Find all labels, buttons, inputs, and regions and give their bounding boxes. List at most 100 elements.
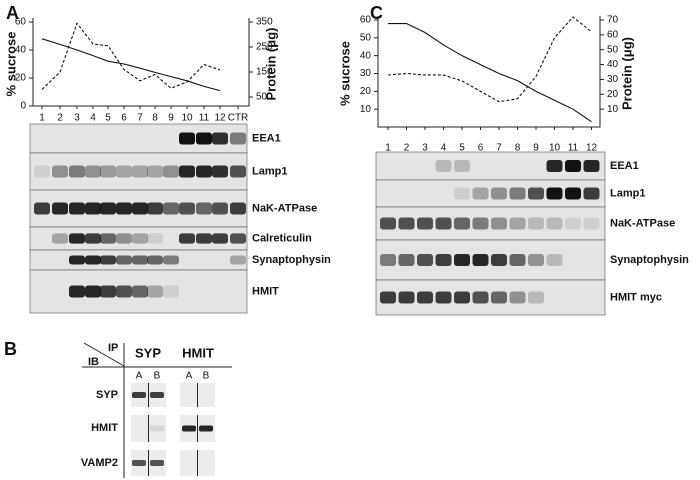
blot-band — [69, 255, 85, 265]
axis — [32, 18, 250, 107]
blot-band — [491, 291, 507, 304]
blot-band — [196, 233, 212, 244]
blot-label: Synaptophysin — [252, 254, 331, 266]
y2-tick-label: 70 — [607, 15, 619, 26]
blot-band — [52, 165, 68, 178]
panel-label: C — [370, 3, 383, 23]
blot-band — [132, 165, 148, 178]
blot-band — [546, 160, 563, 172]
blot-label: Synaptophysin — [610, 254, 689, 266]
blot-band — [100, 165, 116, 178]
row-label: SYP — [96, 389, 118, 401]
blot-band — [435, 291, 452, 304]
blot-band — [100, 202, 116, 215]
blot-band — [132, 202, 148, 215]
blot-band — [69, 165, 85, 178]
blot-band — [147, 165, 163, 178]
blot-band — [528, 291, 544, 304]
blot-band — [69, 202, 85, 215]
blot-label: EEA1 — [610, 160, 639, 172]
x-tick-label: CTR — [228, 113, 249, 124]
blot-band — [100, 285, 116, 298]
x-tick-label: 5 — [459, 143, 465, 154]
blot-band — [182, 425, 196, 432]
y-tick-label: 30 — [360, 68, 372, 79]
y2-tick-label: 40 — [607, 59, 619, 70]
blot-label: HMIT — [252, 285, 279, 297]
blot-band — [454, 291, 470, 304]
blot-band — [150, 460, 164, 466]
blot-band — [132, 285, 148, 298]
x-tick-label: 10 — [181, 113, 193, 124]
blot-band — [472, 291, 489, 304]
blot-band — [52, 233, 68, 244]
blot-band — [472, 187, 489, 200]
blot-band — [435, 254, 452, 266]
blot-band — [509, 187, 526, 200]
blot-band — [34, 165, 50, 178]
blot-band — [179, 132, 195, 145]
y-tick-label: 60 — [15, 17, 27, 28]
y2-tick-label: 50 — [607, 44, 619, 55]
blot-band — [132, 460, 146, 466]
blot-band — [85, 202, 101, 215]
x-tick-label: 7 — [496, 143, 502, 154]
blot-label: EEA1 — [252, 132, 281, 144]
blot-band — [491, 217, 507, 230]
row-label: HMIT — [91, 422, 118, 434]
x-tick-label: 3 — [422, 143, 428, 154]
blot-band — [565, 217, 581, 230]
blot-band — [491, 254, 507, 266]
blot-band — [85, 165, 101, 178]
blot-band — [528, 187, 544, 200]
x-tick-label: 12 — [214, 113, 226, 124]
lane-label: A — [136, 371, 143, 382]
y-tick-label: 40 — [15, 45, 27, 56]
x-tick-label: 11 — [568, 143, 579, 154]
x-tick-label: 10 — [549, 143, 561, 154]
x-tick-label: 7 — [137, 113, 143, 124]
x-tick-label: 4 — [90, 113, 96, 124]
blot-band — [163, 285, 179, 298]
table-diagonal — [83, 342, 125, 367]
y2-tick-label: 60 — [607, 30, 619, 41]
blot-band — [52, 202, 68, 215]
blot-band — [196, 165, 212, 178]
blot-band — [230, 202, 246, 215]
blot-band — [100, 233, 116, 244]
blot-band — [230, 165, 246, 178]
ib-label: IB — [88, 356, 99, 368]
blot-band — [132, 392, 146, 398]
x-tick-label: 8 — [515, 143, 521, 154]
blot-band — [398, 291, 415, 304]
blot-band — [147, 285, 163, 298]
y-tick-label: 10 — [360, 104, 372, 115]
y2-tick-label: 250 — [256, 42, 273, 53]
blot-band — [212, 233, 228, 244]
blot-band — [583, 187, 600, 200]
column-header: SYP — [135, 345, 161, 360]
blot-band — [116, 285, 132, 298]
y2-tick-label: 50 — [256, 92, 268, 103]
y-tick-label: 20 — [360, 86, 372, 97]
y2-tick-label: 30 — [607, 74, 619, 85]
blot-band — [491, 187, 507, 200]
blot-band — [150, 425, 164, 432]
blot-band — [380, 217, 396, 230]
x-tick-label: 11 — [199, 113, 210, 124]
blot-band — [150, 392, 164, 398]
blot-band — [417, 254, 433, 266]
blot-band — [565, 187, 581, 200]
y2-tick-label: 150 — [256, 67, 273, 78]
blot-band — [472, 217, 489, 230]
x-tick-label: 4 — [441, 143, 447, 154]
lane-label: B — [203, 371, 210, 382]
blot-band — [472, 254, 489, 266]
y-tick-label: 0 — [20, 101, 26, 112]
lane-label: A — [186, 371, 193, 382]
blot-band — [69, 285, 85, 298]
blot-band — [230, 255, 246, 265]
blot-band — [196, 202, 212, 215]
y2-axis-label: Protein (μg) — [263, 28, 278, 101]
